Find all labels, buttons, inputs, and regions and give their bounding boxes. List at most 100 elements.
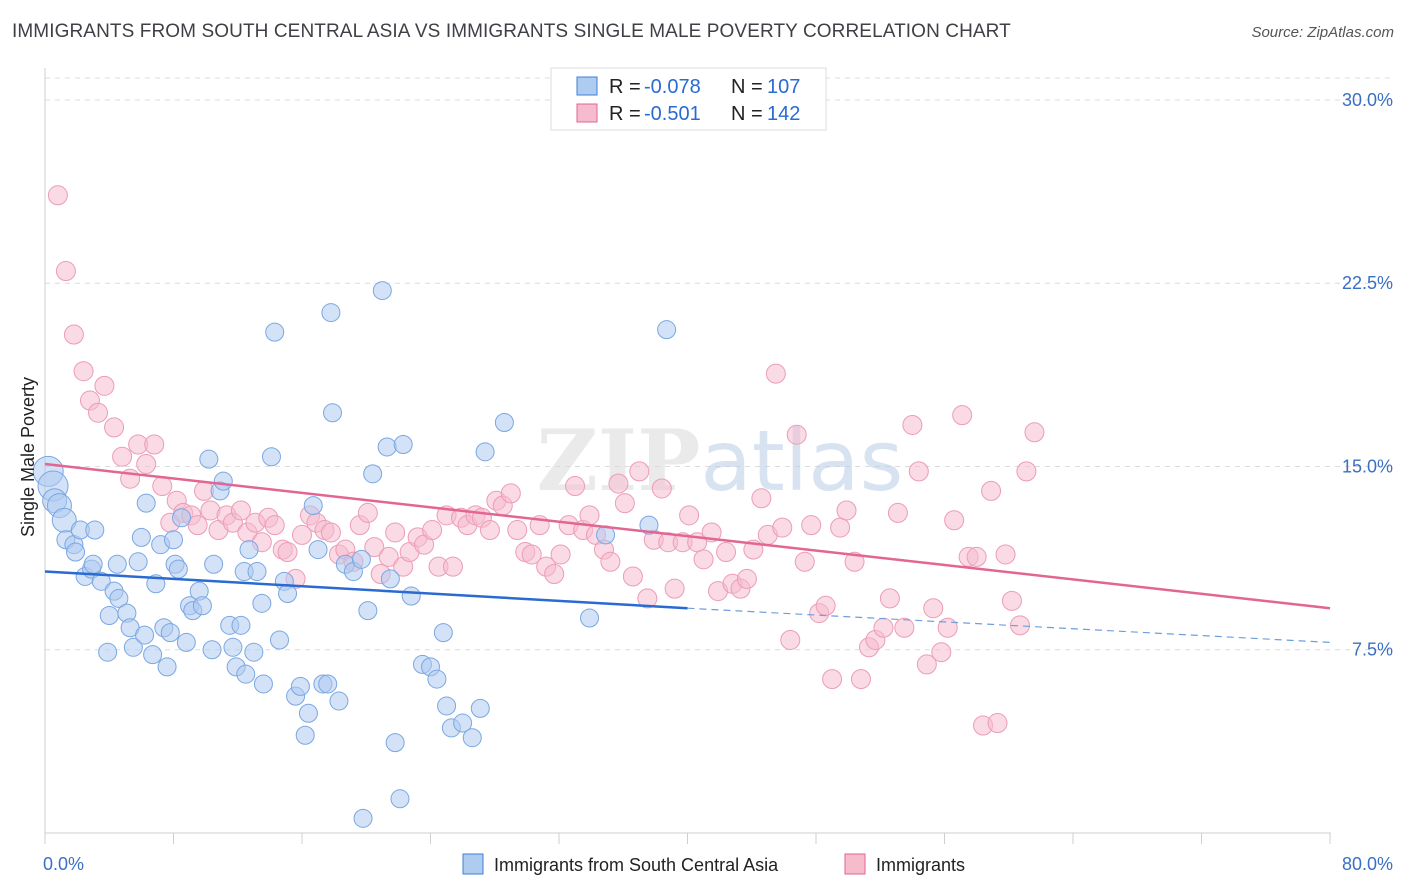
watermark: ZIPatlas [537, 411, 904, 510]
point-immigrants-77 [608, 473, 629, 494]
point-south-central-asia-13 [91, 571, 111, 591]
point-south-central-asia-45 [213, 471, 233, 491]
legend-r-value-blue: -0.078 [644, 76, 701, 98]
point-immigrants-54 [442, 556, 463, 577]
point-immigrants-46 [385, 522, 406, 543]
point-south-central-asia-58 [265, 322, 285, 342]
point-south-central-asia-85 [401, 586, 421, 606]
point-immigrants-59 [479, 520, 500, 541]
point-immigrants-116 [887, 502, 908, 523]
point-immigrants-102 [786, 424, 807, 445]
point-immigrants-125 [952, 405, 973, 426]
point-immigrants-71 [565, 476, 586, 497]
point-south-central-asia-96 [494, 413, 514, 433]
y-axis-label: Single Male Poverty [18, 377, 38, 537]
trend-lines [44, 462, 1331, 644]
point-south-central-asia-35 [172, 508, 192, 528]
y-tick-label-2: 22.5% [1342, 273, 1393, 293]
point-immigrants-63 [507, 520, 528, 541]
point-south-central-asia-57 [261, 447, 281, 467]
x-tick-label-0: 0.0% [43, 854, 84, 874]
point-south-central-asia-53 [244, 642, 264, 662]
chart-title: IMMIGRANTS FROM SOUTH CENTRAL ASIA VS IM… [12, 21, 1011, 42]
point-immigrants-107 [822, 669, 843, 690]
point-south-central-asia-59 [270, 630, 290, 650]
legend-n-label-blue: N = [731, 76, 763, 98]
point-immigrants-24 [230, 500, 251, 521]
point-immigrants-132 [1001, 590, 1022, 611]
point-south-central-asia-71 [323, 403, 343, 423]
bottom-legend-label-pink: Immigrants [876, 855, 965, 875]
point-south-central-asia-95 [475, 442, 495, 462]
point-south-central-asia-63 [290, 676, 310, 696]
point-south-central-asia-52 [239, 540, 259, 560]
point-immigrants-1 [55, 261, 76, 282]
point-south-central-asia-42 [202, 640, 222, 660]
point-immigrants-104 [801, 515, 822, 536]
point-immigrants-106 [815, 595, 836, 616]
point-south-central-asia-23 [131, 527, 151, 547]
point-south-central-asia-83 [390, 789, 410, 809]
point-immigrants-2 [63, 324, 84, 345]
point-south-central-asia-24 [135, 625, 155, 645]
point-immigrants-62 [500, 483, 521, 504]
point-south-central-asia-88 [427, 669, 447, 689]
source-label: Source: ZipAtlas.com [1251, 24, 1394, 41]
point-south-central-asia-81 [380, 569, 400, 589]
legend-swatch-pink [576, 103, 598, 123]
bottom-legend-swatch-pink [844, 853, 866, 875]
point-immigrants-37 [320, 522, 341, 543]
point-south-central-asia-25 [136, 493, 156, 513]
point-south-central-asia-84 [393, 435, 413, 455]
point-immigrants-3 [73, 361, 94, 382]
point-immigrants-115 [879, 588, 900, 609]
point-immigrants-110 [844, 551, 865, 572]
point-immigrants-101 [780, 629, 801, 650]
y-tick-label-0: 7.5% [1352, 640, 1393, 660]
trend-line-immigrants [44, 462, 1331, 610]
point-immigrants-124 [944, 510, 965, 531]
bottom-legend-swatch-blue [462, 853, 484, 875]
point-immigrants-69 [550, 544, 571, 565]
point-south-central-asia-18 [109, 588, 129, 608]
point-immigrants-5 [88, 402, 109, 423]
point-immigrants-130 [987, 713, 1008, 734]
point-south-central-asia-92 [453, 713, 473, 733]
point-immigrants-99 [765, 363, 786, 384]
point-south-central-asia-89 [433, 623, 453, 643]
y-tick-label-1: 15.0% [1342, 456, 1393, 476]
point-south-central-asia-79 [372, 281, 392, 301]
point-south-central-asia-90 [437, 696, 457, 716]
point-south-central-asia-7 [66, 542, 86, 562]
point-immigrants-129 [981, 480, 1002, 501]
point-immigrants-92 [716, 542, 737, 563]
point-immigrants-118 [902, 414, 923, 435]
point-south-central-asia-36 [176, 632, 196, 652]
bottom-legend: Immigrants from South Central Asia Immig… [462, 853, 965, 875]
point-immigrants-45 [378, 546, 399, 567]
point-south-central-asia-99 [639, 515, 659, 535]
tick-labels: 7.5% 15.0% 22.5% 30.0% 0.0% 80.0% [43, 90, 1393, 874]
legend-n-value-blue: 107 [767, 76, 800, 98]
point-south-central-asia-21 [123, 637, 143, 657]
point-immigrants-18 [187, 515, 208, 536]
point-immigrants-33 [292, 524, 312, 545]
point-immigrants-76 [600, 551, 621, 572]
x-tick-label-1: 80.0% [1342, 854, 1393, 874]
point-immigrants-83 [651, 478, 672, 499]
point-south-central-asia-11 [83, 554, 103, 574]
point-immigrants-127 [966, 546, 987, 567]
point-immigrants-108 [830, 517, 851, 538]
point-south-central-asia-30 [157, 657, 177, 677]
point-immigrants-42 [357, 502, 378, 523]
point-immigrants-131 [995, 544, 1016, 565]
legend-r-label-pink: R = [609, 103, 641, 125]
watermark-zip: ZIP [537, 411, 701, 510]
point-south-central-asia-72 [329, 691, 349, 711]
point-immigrants-123 [937, 617, 958, 638]
point-immigrants-29 [264, 515, 285, 536]
point-south-central-asia-54 [247, 562, 267, 582]
point-immigrants-80 [629, 461, 650, 482]
point-south-central-asia-70 [321, 303, 341, 323]
point-immigrants-117 [894, 617, 915, 638]
